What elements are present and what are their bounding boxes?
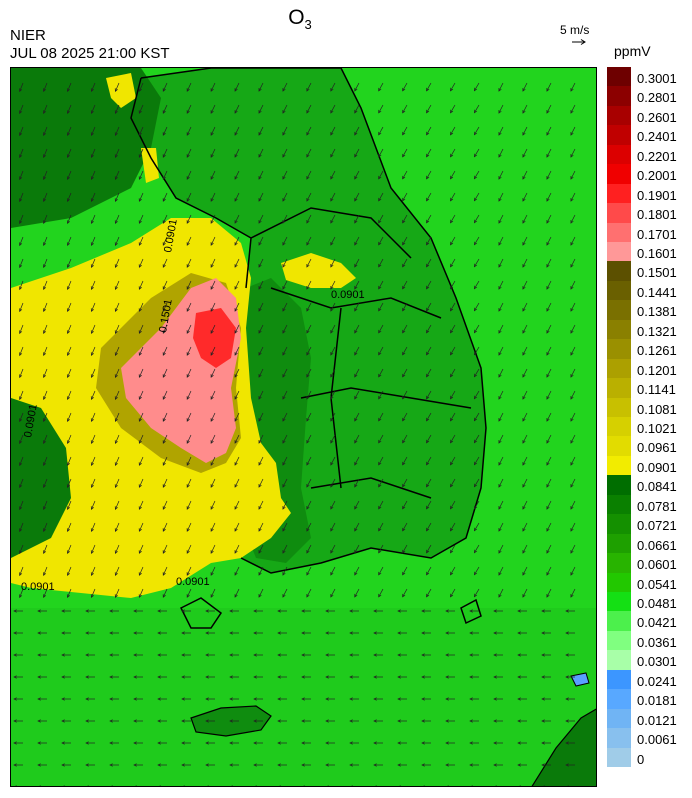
colorbar-label: 0.1081 [637, 401, 677, 417]
colorbar-segment [607, 475, 631, 496]
colorbar-segment [607, 397, 631, 418]
colorbar-segment [607, 358, 631, 379]
colorbar-label: 0.0481 [637, 596, 677, 611]
colorbar-label: 0 [637, 751, 645, 767]
japan-coast [531, 708, 596, 786]
colorbar-segment [607, 611, 631, 632]
colorbar-label: 0.0721 [637, 518, 677, 534]
wind-reference-label: 5 m/s [560, 23, 590, 37]
colorbar-segment [607, 669, 631, 690]
northwest-dark-region [11, 68, 161, 228]
colorbar-segment [607, 747, 631, 768]
ozone-colorbar [607, 67, 631, 768]
colorbar-segment [607, 455, 631, 476]
high-ozone-red-core [193, 308, 236, 368]
colorbar-label: 0.1141 [637, 382, 676, 398]
contour-labels: 0.0901 0.1501 0.0901 0.0901 0.0901 0.090… [21, 218, 365, 593]
wind-vector-field [13, 82, 576, 786]
colorbar-label: 0.1201 [637, 362, 677, 378]
colorbar-segment [607, 280, 631, 301]
north-yellow-patch [106, 73, 136, 108]
colorbar-label: 0.0121 [637, 712, 677, 728]
colorbar-label: 0.0961 [637, 440, 677, 456]
colorbar-segment [607, 86, 631, 107]
inland-yellow-patch [281, 253, 356, 288]
colorbar-label: 0.1601 [637, 246, 677, 261]
colorbar-segment [607, 183, 631, 204]
colorbar-segment [607, 67, 631, 87]
colorbar-label: 0.1381 [637, 304, 677, 320]
colorbar-segment [607, 494, 631, 515]
colorbar-segment [607, 572, 631, 593]
colorbar-label: 0.0661 [637, 537, 677, 553]
contour-label: 0.0901 [162, 218, 180, 253]
colorbar-segment [607, 650, 631, 671]
colorbar-segment [607, 728, 631, 749]
colorbar-label: 0.0181 [637, 693, 677, 709]
colorbar-label: 0.1701 [637, 226, 677, 242]
colorbar-segment [607, 222, 631, 243]
ozone-map: 0.0901 0.1501 0.0901 0.0901 0.0901 0.090… [10, 67, 597, 787]
colorbar-segment [607, 125, 631, 146]
colorbar-segment [607, 164, 631, 185]
colorbar-label: 0.2801 [637, 90, 677, 106]
colorbar-segment [607, 242, 631, 262]
colorbar-segment [607, 144, 631, 165]
colorbar-segment [607, 592, 631, 612]
north-yellow-strip [141, 148, 159, 183]
colorbar-label: 0.0541 [637, 576, 677, 592]
colorbar-segment [607, 261, 631, 282]
colorbar-label: 0.2401 [637, 129, 677, 145]
colorbar-segment [607, 553, 631, 574]
colorbar-segment [607, 630, 631, 651]
colorbar-segment [607, 203, 631, 224]
mainland-land [131, 68, 486, 573]
colorbar-segment [607, 378, 631, 399]
colorbar-label: 0.0781 [637, 498, 677, 514]
colorbar-label: 0.0361 [637, 634, 677, 650]
chart-title: O3 [288, 6, 312, 33]
colorbar-label: 0.0841 [637, 479, 677, 495]
colorbar-label: 0.2201 [637, 148, 677, 164]
colorbar-label: 0.0241 [637, 673, 677, 689]
colorbar-segment [607, 300, 631, 321]
colorbar-segment [607, 319, 631, 340]
contour-label: 0.0901 [331, 289, 365, 301]
contour-label: 0.1501 [157, 298, 175, 333]
colorbar-label: 0.2001 [637, 168, 677, 184]
colorbar-segment [607, 514, 631, 535]
unit-label: ppmV [614, 43, 651, 59]
colorbar-label: 0.0901 [637, 459, 677, 475]
colorbar-segment [607, 105, 631, 126]
colorbar-label: 0.1021 [637, 421, 677, 436]
colorbar-label: 0.0601 [637, 557, 677, 573]
contour-label: 0.0901 [22, 403, 40, 438]
colorbar-label: 0.1261 [637, 343, 677, 359]
colorbar-label: 0.0421 [637, 615, 677, 631]
colorbar-label: 0.1441 [637, 284, 677, 300]
colorbar-segment [607, 417, 631, 437]
colorbar-label: 0.1901 [637, 187, 677, 203]
agency-label: NIER [10, 27, 46, 44]
colorbar-label: 0.1501 [637, 265, 677, 281]
contour-label: 0.0901 [21, 581, 55, 593]
colorbar-segment [607, 533, 631, 554]
colorbar-segment [607, 708, 631, 729]
colorbar-label: 0.3001 [637, 71, 677, 86]
colorbar-label: 0.0301 [637, 654, 677, 670]
colorbar-segment [607, 689, 631, 710]
wind-reference-arrow-icon [572, 39, 586, 45]
colorbar-segment [607, 436, 631, 457]
contour-label: 0.0901 [176, 576, 210, 588]
colorbar-label: 0.0061 [637, 732, 677, 748]
tsushima-island [570, 672, 590, 687]
colorbar-label: 0.2601 [637, 109, 677, 125]
colorbar-label: 0.1321 [637, 323, 677, 339]
southern-sea-band [11, 608, 596, 786]
forecast-datetime: JUL 08 2025 21:00 KST [10, 45, 170, 62]
colorbar-label: 0.1801 [637, 207, 677, 223]
colorbar-segment [607, 339, 631, 360]
